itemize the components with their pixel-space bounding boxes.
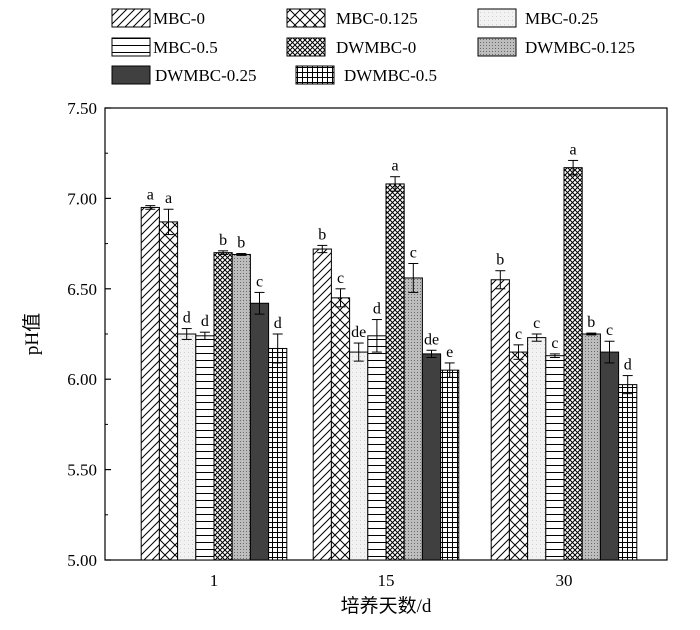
bar: [330, 297, 351, 561]
legend: MBC-0 MBC-0.125 MBC-0.25 MBC-0.5 DWMBC-0 DWMB…: [111, 8, 635, 85]
significance-label: d: [373, 301, 381, 318]
bar: [231, 253, 251, 561]
bar: [213, 252, 233, 561]
significance-label: b: [318, 226, 326, 243]
legend-swatch: [286, 8, 326, 28]
bar: [599, 351, 620, 561]
significance-label: c: [515, 326, 522, 343]
legend-swatch: [286, 37, 326, 57]
y-tick-label: 6.00: [67, 370, 97, 389]
significance-label: de: [351, 324, 366, 341]
legend-swatch: [111, 8, 151, 28]
y-tick-label: 5.50: [67, 461, 97, 480]
significance-label: c: [551, 335, 558, 352]
y-axis: 5.00 5.50 6.00 6.50 7.00 7.50: [67, 99, 111, 570]
significance-label: b: [496, 252, 504, 269]
significance-label: c: [410, 244, 417, 261]
y-axis-label: pH值: [21, 313, 43, 355]
y-tick-label: 5.00: [67, 551, 97, 570]
significance-label: a: [570, 141, 577, 158]
bar: [195, 335, 215, 561]
x-tick-label: 30: [556, 571, 573, 590]
legend-label: DWMBC-0: [336, 38, 416, 57]
bar: [527, 337, 547, 561]
significance-label: d: [624, 357, 632, 374]
bar: [421, 353, 442, 561]
significance-label: a: [165, 190, 172, 207]
bar: [177, 333, 197, 561]
legend-swatch: [295, 65, 335, 85]
significance-label: a: [392, 158, 399, 175]
bar: [490, 279, 510, 561]
y-tick-label: 7.00: [67, 189, 97, 208]
significance-label: d: [201, 313, 209, 330]
legend-label: MBC-0: [153, 9, 205, 28]
legend-label: DWMBC-0.25: [155, 66, 257, 85]
legend-swatch: [477, 37, 517, 57]
legend-swatch: [111, 37, 151, 57]
bar: [508, 351, 529, 561]
x-tick-label: 15: [378, 571, 395, 590]
significance-label: b: [237, 235, 245, 252]
bar: [312, 248, 332, 561]
legend-label: DWMBC-0.125: [525, 38, 635, 57]
bar: [385, 183, 405, 561]
bar: [268, 347, 288, 561]
legend-label: MBC-0.5: [153, 38, 218, 57]
significance-label: c: [337, 270, 344, 287]
legend-swatch: [111, 65, 151, 85]
y-tick-label: 6.50: [67, 280, 97, 299]
significance-label: d: [183, 310, 191, 327]
legend-swatch: [477, 8, 517, 28]
bar: [563, 167, 583, 561]
significance-label: c: [533, 315, 540, 332]
bar: [158, 221, 179, 561]
x-tick-label: 1: [210, 571, 219, 590]
significance-label: c: [256, 273, 263, 290]
bar: [140, 206, 160, 561]
y-tick-label: 7.50: [67, 99, 97, 118]
significance-label: a: [147, 187, 154, 204]
significance-label: b: [219, 232, 227, 249]
bar: [618, 384, 638, 561]
significance-label: d: [274, 315, 282, 332]
bar: [367, 335, 387, 561]
significance-label: e: [446, 344, 453, 361]
significance-label: de: [424, 331, 439, 348]
significance-label: b: [587, 314, 595, 331]
significance-label: c: [606, 322, 613, 339]
legend-label: DWMBC-0.5: [344, 66, 437, 85]
bar: [545, 355, 565, 561]
bar: [440, 369, 460, 561]
legend-label: MBC-0.25: [525, 9, 598, 28]
bar: [249, 302, 270, 561]
legend-label: MBC-0.125: [336, 9, 418, 28]
bar: [349, 351, 369, 561]
bar: [581, 333, 601, 561]
x-axis-label: 培养天数/d: [341, 595, 432, 617]
bar: [403, 277, 423, 561]
